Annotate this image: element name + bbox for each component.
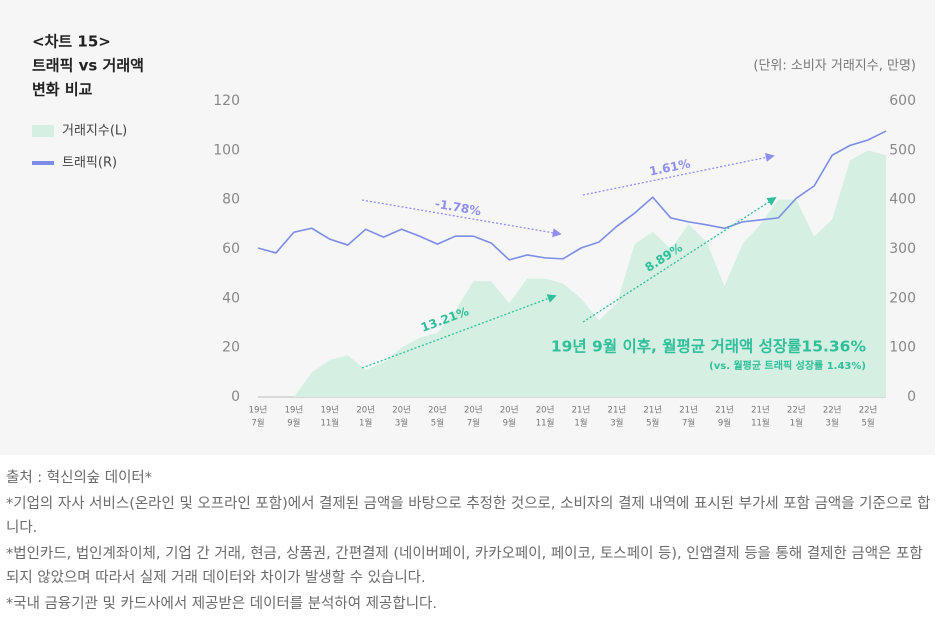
x-tick-label: 21년 — [715, 405, 734, 416]
y-tick-label: 120 — [213, 93, 240, 109]
legend-label: 트래픽(R) — [62, 156, 117, 171]
y-tick-label: 40 — [222, 290, 240, 306]
x-tick-label: 5월 — [431, 418, 444, 429]
annotation-label: 1.61% — [648, 156, 692, 178]
x-tick-label: 1월 — [574, 418, 587, 429]
y2-tick-label: 400 — [889, 192, 916, 208]
x-tick-label: 22년 — [787, 405, 806, 416]
x-tick-label: 9월 — [503, 418, 516, 429]
x-tick-label: 11월 — [751, 418, 770, 429]
x-tick-label: 3월 — [826, 418, 839, 429]
title: 변화 비교 — [32, 81, 93, 99]
x-tick-label: 3월 — [395, 418, 408, 429]
x-tick-label: 19년 — [285, 405, 304, 416]
x-tick-label: 21년 — [751, 405, 770, 416]
y-tick-label: 80 — [222, 192, 240, 208]
x-tick-label: 22년 — [859, 405, 878, 416]
line — [257, 130, 887, 261]
legend-label: 거래지수(L) — [62, 124, 127, 139]
y2-tick-label: 200 — [889, 290, 916, 306]
area — [258, 150, 886, 397]
y2-tick-label: 600 — [889, 93, 916, 109]
x-tick-label: 21년 — [608, 405, 627, 416]
legend-swatch — [32, 125, 54, 137]
x-tick-label: 20년 — [356, 405, 375, 416]
footnote: *기업의 자사 서비스(온라인 및 오프라인 포함)에서 결제된 금액을 바탕으… — [6, 496, 931, 536]
x-tick-label: 22년 — [823, 405, 842, 416]
y2-tick-label: 0 — [907, 389, 916, 405]
y-tick-label: 100 — [213, 142, 240, 158]
legend-swatch — [32, 161, 54, 165]
headline: 19년 9월 이후, 월평균 거래액 성장률15.36% — [551, 337, 867, 356]
x-tick-label: 21년 — [643, 405, 662, 416]
x-tick-label: 7월 — [682, 418, 695, 429]
x-tick-label: 7월 — [467, 418, 480, 429]
unit-label: (단위: 소비자 거래지수, 만명) — [753, 59, 916, 74]
x-tick-label: 5월 — [861, 418, 874, 429]
x-tick-label: 19년 — [320, 405, 339, 416]
x-tick-label: 20년 — [428, 405, 447, 416]
annotation-label: -1.78% — [434, 197, 482, 219]
x-tick-label: 20년 — [500, 405, 519, 416]
footnote: 출처 : 혁신의숲 데이터* — [6, 470, 153, 486]
x-tick-label: 21년 — [679, 405, 698, 416]
footnote: *법인카드, 법인계좌이체, 기업 간 거래, 현금, 상품권, 간편결제 (네… — [6, 546, 923, 586]
x-tick-label: 11월 — [536, 418, 555, 429]
y2-tick-label: 300 — [889, 241, 916, 257]
title: 트래픽 vs 거래액 — [32, 57, 144, 75]
x-tick-label: 20년 — [392, 405, 411, 416]
title: <차트 15> — [32, 33, 111, 51]
x-tick-label: 11월 — [320, 418, 339, 429]
subheadline: (vs. 월평균 트래픽 성장률 1.43%) — [709, 359, 866, 372]
x-tick-label: 20년 — [536, 405, 555, 416]
y-tick-label: 0 — [231, 389, 240, 405]
y-tick-label: 60 — [222, 241, 240, 257]
y2-tick-label: 500 — [889, 142, 916, 158]
x-tick-label: 5월 — [646, 418, 659, 429]
x-tick-label: 19년 — [249, 405, 268, 416]
x-tick-label: 3월 — [610, 418, 623, 429]
footnote: *국내 금융기관 및 카드사에서 제공받은 데이터를 분석하여 제공합니다. — [6, 596, 437, 612]
chart: <차트 15> 트래픽 vs 거래액 변화 비교 (단위: 소비자 거래지수, … — [32, 33, 916, 429]
x-tick-label: 9월 — [718, 418, 731, 429]
x-tick-label: 20년 — [464, 405, 483, 416]
annotation-arrow — [361, 199, 562, 238]
y2-tick-label: 100 — [889, 340, 916, 356]
x-tick-label: 9월 — [287, 418, 300, 429]
footnotes: 출처 : 혁신의숲 데이터* *기업의 자사 서비스(온라인 및 오프라인 포함)… — [6, 466, 932, 618]
x-tick-label: 1월 — [790, 418, 803, 429]
y-tick-label: 20 — [222, 340, 240, 356]
x-tick-label: 1월 — [359, 418, 372, 429]
x-tick-label: 21년 — [572, 405, 591, 416]
x-tick-label: 7월 — [251, 418, 264, 429]
annotation-arrow — [582, 153, 775, 196]
